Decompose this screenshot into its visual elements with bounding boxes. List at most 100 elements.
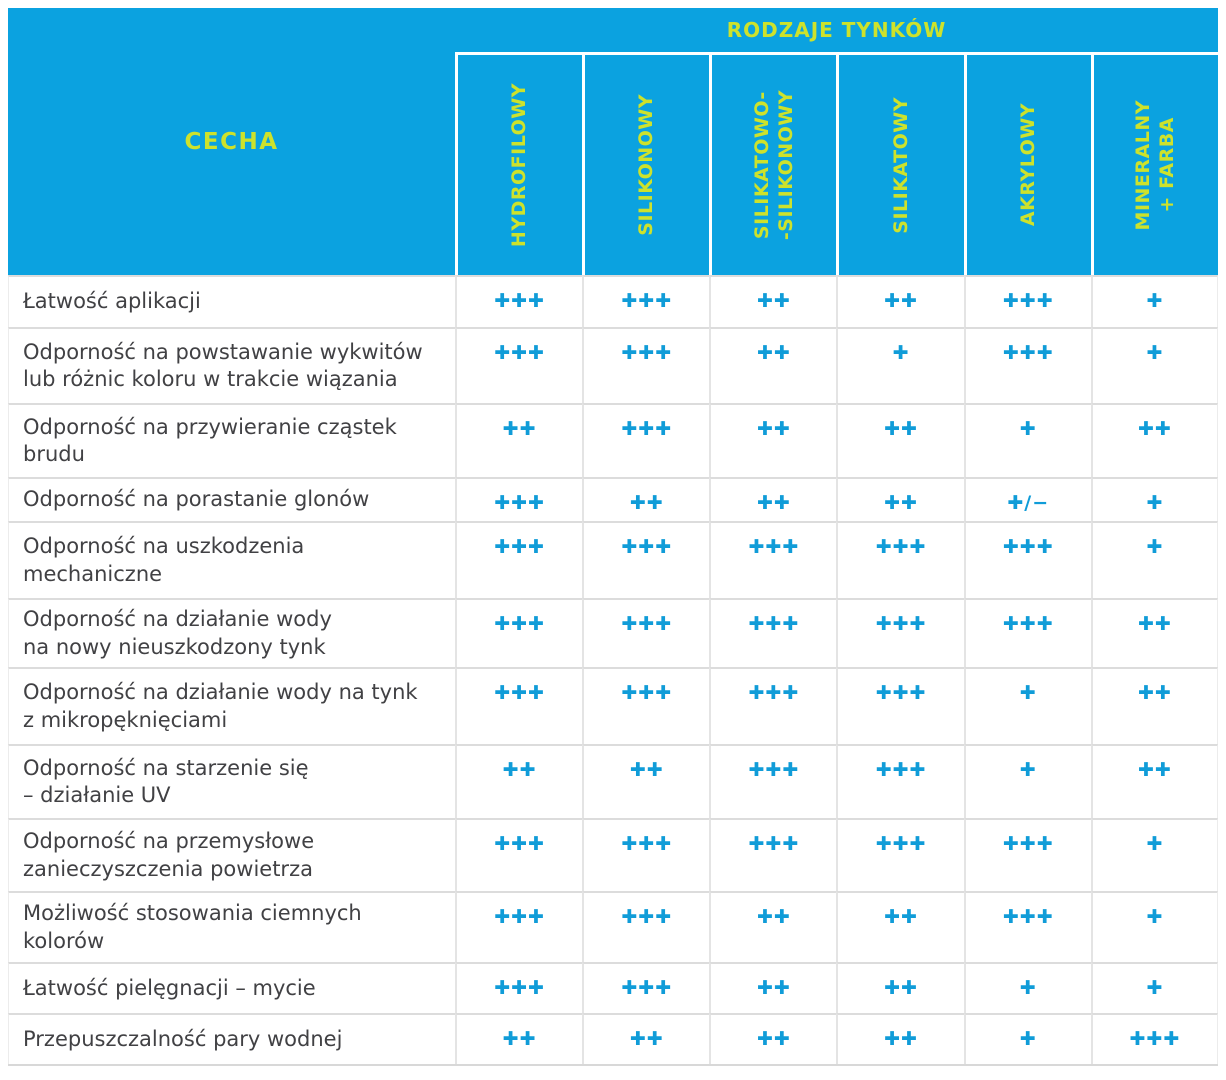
plus-rating-icon: ✚✚✚ <box>875 833 927 855</box>
column-header-label: MINERALNY + FARBA <box>1132 99 1178 231</box>
rating-cell: ✚ <box>1090 891 1218 962</box>
rating-cell: ✚✚✚ <box>709 598 837 667</box>
column-header-label: SILIKATOWY <box>889 96 912 234</box>
plus-rating-icon: ✚✚ <box>756 418 791 440</box>
plus-rating-icon: ✚✚ <box>884 1028 918 1050</box>
plus-rating-icon: ✚✚✚ <box>748 613 800 635</box>
plus-rating-icon: ✚✚✚ <box>1002 613 1054 635</box>
plus-rating-icon: ✚✚✚ <box>748 536 800 558</box>
plus-rating-icon: ✚✚ <box>756 977 791 999</box>
rating-cell: ✚✚✚ <box>582 667 710 744</box>
feature-cell: Odporność na działanie wody na tynk z mi… <box>8 667 455 744</box>
plus-rating-icon: ✚✚ <box>1137 682 1172 704</box>
plus-rating-icon: ✚✚ <box>629 1028 664 1050</box>
plus-rating-icon: ✚ <box>1146 536 1164 558</box>
rating-cell: ✚✚✚ <box>455 477 583 521</box>
rating-cell: ✚/− <box>963 477 1091 521</box>
column-header-label: SILIKONOWY <box>635 94 658 236</box>
rating-cell: ✚✚✚ <box>963 521 1091 598</box>
rating-cell: ✚✚ <box>1090 403 1218 477</box>
rating-cell: ✚✚✚ <box>836 744 964 818</box>
plus-rating-icon: ✚✚✚ <box>1002 342 1054 364</box>
feature-cell: Możliwość stosowania ciemnych kolorów <box>8 891 455 962</box>
rating-cell: ✚✚ <box>455 403 583 477</box>
plus-rating-icon: ✚ <box>1019 682 1037 704</box>
rating-cell: ✚✚✚ <box>836 598 964 667</box>
rating-cell: ✚✚ <box>709 891 837 962</box>
rating-cell: ✚✚ <box>1090 667 1218 744</box>
rating-cell: ✚✚✚ <box>709 818 837 891</box>
plus-rating-icon: ✚✚✚ <box>621 977 673 999</box>
rating-cell: ✚✚✚ <box>709 744 837 818</box>
rating-cell: ✚ <box>963 962 1091 1013</box>
rating-cell: ✚ <box>1090 521 1218 598</box>
rating-cell: ✚ <box>963 744 1091 818</box>
plus-rating-icon: ✚ <box>1019 1028 1037 1050</box>
feature-cell: Odporność na przywieranie cząstek brudu <box>8 403 455 477</box>
rating-cell: ✚✚✚ <box>836 667 964 744</box>
rating-cell: ✚✚✚ <box>582 403 710 477</box>
rating-cell: ✚✚ <box>709 1013 837 1064</box>
rating-cell: ✚✚ <box>709 327 837 403</box>
plus-rating-icon: ✚✚✚ <box>1002 290 1054 312</box>
plus-rating-icon: ✚✚ <box>756 492 791 514</box>
rating-cell: ✚✚✚ <box>963 891 1091 962</box>
feature-cell: Łatwość pielęgnacji – mycie <box>8 962 455 1013</box>
plus-rating-icon: ✚✚✚ <box>621 418 673 440</box>
plus-rating-icon: ✚✚✚ <box>1002 906 1054 928</box>
plus-rating-icon: ✚✚✚ <box>494 492 545 514</box>
rating-cell: ✚✚✚ <box>455 327 583 403</box>
plus-rating-icon: ✚✚✚ <box>1002 833 1054 855</box>
column-header-silikatowo-silikonowy: SILIKATOWO- -SILIKONOWY <box>709 55 837 275</box>
rating-cell: ✚ <box>1090 818 1218 891</box>
plus-rating-icon: ✚✚✚ <box>875 682 927 704</box>
plus-rating-icon: ✚✚✚ <box>621 906 673 928</box>
plus-rating-icon: ✚✚ <box>1137 418 1172 440</box>
rating-cell: ✚✚✚ <box>582 818 710 891</box>
rating-cell: ✚✚✚ <box>455 891 583 962</box>
rating-cell: ✚✚✚ <box>455 275 583 327</box>
plus-rating-icon: ✚✚ <box>1137 759 1172 781</box>
plus-rating-icon: ✚✚✚ <box>621 613 673 635</box>
rating-cell: ✚ <box>963 667 1091 744</box>
plus-rating-icon: ✚✚✚ <box>621 536 673 558</box>
rating-cell: ✚✚✚ <box>582 327 710 403</box>
plus-rating-icon: ✚✚ <box>756 1028 791 1050</box>
plus-rating-icon: ✚✚ <box>502 759 537 781</box>
plus-rating-icon: ✚✚ <box>502 418 537 440</box>
plus-rating-icon: ✚✚✚ <box>621 833 673 855</box>
plus-rating-icon: ✚✚ <box>884 290 918 312</box>
rating-cell: ✚ <box>1090 327 1218 403</box>
plus-rating-icon: ✚ <box>1019 977 1037 999</box>
plus-rating-icon: ✚ <box>1146 833 1164 855</box>
plus-rating-icon: ✚✚✚ <box>494 613 545 635</box>
plus-rating-icon: ✚✚✚ <box>494 906 545 928</box>
table-bottom-border <box>8 1064 1218 1066</box>
rating-cell: ✚✚ <box>709 962 837 1013</box>
column-header-label: SILIKATOWO- -SILIKONOWY <box>750 89 797 241</box>
rating-cell: ✚✚ <box>582 744 710 818</box>
column-header-label: HYDROFILOWY <box>508 82 531 248</box>
rating-cell: ✚ <box>1090 477 1218 521</box>
rating-cell: ✚✚✚ <box>582 891 710 962</box>
plus-rating-icon: ✚ <box>1146 977 1164 999</box>
rating-cell: ✚✚ <box>836 962 964 1013</box>
rating-cell: ✚✚ <box>709 275 837 327</box>
feature-cell: Odporność na porastanie glonów <box>8 477 455 521</box>
plus-rating-icon: ✚✚ <box>502 1028 537 1050</box>
rating-cell: ✚✚ <box>582 1013 710 1064</box>
rating-cell: ✚ <box>1090 275 1218 327</box>
plus-rating-icon: ✚✚ <box>884 492 918 514</box>
rating-cell: ✚ <box>963 1013 1091 1064</box>
rating-cell: ✚✚✚ <box>582 598 710 667</box>
feature-cell: Odporność na uszkodzenia mechaniczne <box>8 521 455 598</box>
plus-rating-icon: ✚✚✚ <box>494 536 545 558</box>
rating-cell: ✚✚✚ <box>455 667 583 744</box>
plus-rating-icon: ✚/− <box>1007 492 1050 514</box>
rating-cell: ✚✚ <box>455 1013 583 1064</box>
column-header-label: AKRYLOWY <box>1016 103 1039 227</box>
plus-rating-icon: ✚✚✚ <box>748 833 800 855</box>
rating-cell: ✚✚✚ <box>1090 1013 1218 1064</box>
rating-cell: ✚✚ <box>582 477 710 521</box>
